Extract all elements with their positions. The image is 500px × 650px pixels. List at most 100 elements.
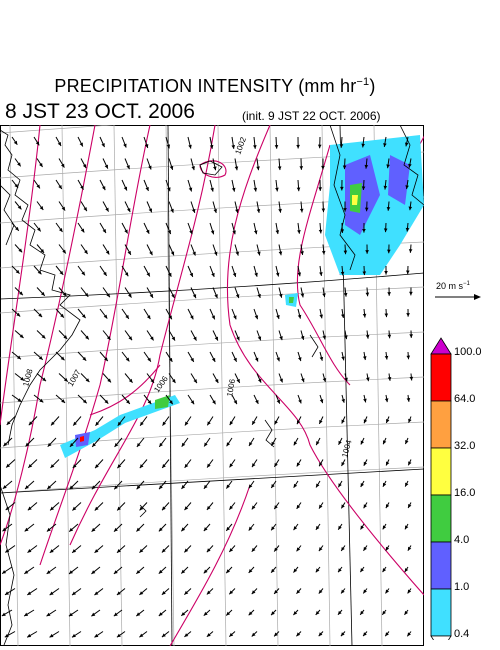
wind-vector (4, 631, 16, 638)
wind-vector (68, 566, 79, 575)
wind-vector (299, 201, 304, 213)
wind-vector (69, 480, 79, 490)
wind-vector (102, 330, 111, 341)
wind-vector (58, 330, 68, 340)
wind-vector (384, 308, 389, 318)
wind-vector (77, 136, 84, 147)
wind-vector (364, 201, 369, 212)
wind-vector (11, 265, 20, 275)
wind-vector (46, 523, 57, 532)
wind-vector (341, 416, 346, 424)
wind-vector (116, 502, 126, 511)
wind-vector (143, 136, 149, 149)
wind-vector (321, 244, 326, 255)
wind-vector (251, 459, 258, 468)
wind-vector (143, 308, 151, 320)
wind-vector (297, 394, 302, 404)
wind-vector (409, 287, 413, 296)
wind-vector (300, 330, 305, 340)
colorbar-segment (430, 447, 452, 496)
wind-vector (339, 136, 344, 148)
wind-vector (99, 265, 108, 277)
wind-vector (139, 502, 148, 511)
wind-vector (161, 459, 170, 469)
wind-vector (209, 222, 215, 235)
wind-vector (14, 201, 22, 210)
wind-vector (234, 201, 239, 214)
wind-vector (58, 287, 67, 297)
wind-vector (231, 136, 236, 149)
wind-vector (14, 287, 24, 296)
wind-vector (275, 265, 280, 277)
colorbar-label: 32.0 (454, 440, 476, 452)
wind-vector (95, 416, 104, 427)
coastline (264, 419, 275, 448)
wind-vector (114, 437, 123, 448)
wind-vector (231, 179, 236, 192)
major-grid-line (0, 272, 424, 300)
wind-vector (343, 201, 347, 212)
wind-vector (278, 287, 283, 298)
wind-vector (225, 523, 233, 532)
wind-vector (366, 373, 370, 382)
wind-vector (228, 545, 236, 553)
wind-vector (209, 351, 216, 363)
wind-vector (228, 502, 236, 510)
wind-vector (143, 394, 152, 405)
wind-vector (136, 523, 145, 532)
wind-vector (158, 523, 167, 532)
wind-vector (318, 179, 323, 191)
wind-vector (33, 222, 42, 232)
wind-vector (363, 459, 368, 466)
wind-vector (340, 179, 344, 191)
wind-vector (94, 588, 104, 596)
coastline (399, 125, 424, 206)
wind-vector (253, 136, 257, 149)
wind-vector (146, 158, 152, 170)
grid-line (9, 125, 19, 646)
wind-vector (274, 416, 280, 425)
wind-vector (46, 480, 57, 490)
wind-vector (209, 179, 214, 192)
wind-vector (36, 201, 44, 211)
wind-vector (24, 523, 35, 532)
wind-vector (229, 416, 236, 426)
wind-vector (117, 459, 126, 469)
wind-vector (385, 588, 390, 594)
wind-vector (322, 330, 327, 340)
wind-vector (184, 416, 192, 426)
wind-vector (46, 609, 57, 617)
wind-vector (80, 158, 87, 169)
wind-vector (277, 158, 282, 171)
wind-vector (251, 502, 258, 510)
wind-vector (28, 416, 38, 426)
wind-vector (168, 158, 174, 171)
wind-vector (33, 136, 40, 146)
wind-vector (11, 308, 21, 317)
wind-vector (231, 265, 237, 278)
wind-vector (116, 631, 126, 638)
wind-vector (344, 373, 348, 382)
wind-vector (71, 631, 82, 638)
wind-vector (36, 158, 43, 168)
wind-vector (382, 523, 387, 530)
wind-vector (361, 136, 365, 148)
wind-vector (168, 373, 176, 384)
wind-vector (315, 609, 321, 616)
wind-vector (251, 631, 258, 637)
wind-vector (293, 609, 299, 616)
wind-vector (11, 351, 22, 360)
wind-vector (275, 394, 281, 404)
wind-vector (11, 222, 20, 232)
wind-vector (256, 201, 261, 213)
wind-vector (161, 588, 170, 596)
wind-vector (273, 588, 280, 595)
wind-vector (343, 244, 348, 255)
colorbar-segment (430, 353, 452, 402)
wind-vector (27, 459, 38, 469)
wind-vector (251, 588, 258, 595)
wind-vector (55, 265, 64, 276)
wind-vector (296, 136, 300, 149)
wind-vector (136, 480, 145, 490)
wind-vector (296, 179, 301, 192)
